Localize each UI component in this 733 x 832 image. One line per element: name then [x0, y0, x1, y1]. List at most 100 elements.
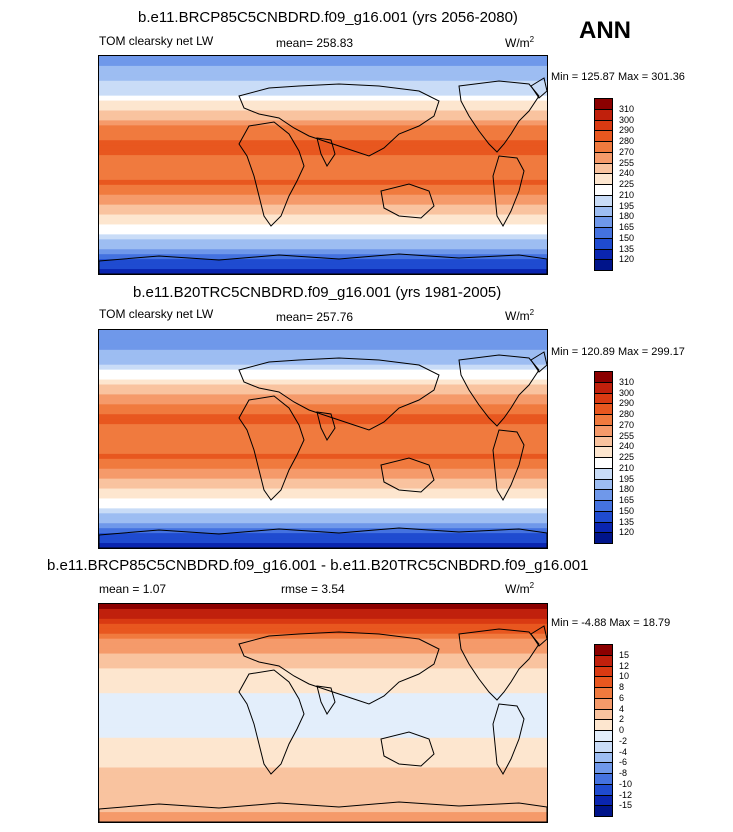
- map-band: [99, 817, 547, 822]
- panel-3-units: W/m2: [505, 581, 535, 597]
- map-band: [99, 747, 547, 754]
- map-band: [99, 354, 547, 361]
- map-band: [99, 608, 547, 615]
- map-band: [99, 344, 547, 351]
- map-band: [99, 334, 547, 341]
- map-band: [99, 732, 547, 739]
- coastline: [530, 77, 547, 99]
- coastline: [238, 83, 440, 157]
- colorbar-tick-label: 120: [619, 527, 635, 538]
- colorbar-tick-label: 0: [619, 725, 625, 735]
- coastline: [380, 731, 435, 767]
- map-band: [99, 369, 547, 376]
- map-band: [99, 468, 547, 475]
- panel-1-colorbar: 310 300 290 280 270 255 240 225 210 195 180 165 150 1…: [594, 98, 654, 271]
- map-band: [99, 543, 547, 548]
- colorbar-tick-label: 4: [619, 703, 625, 714]
- map-band: [99, 802, 547, 808]
- map-band: [99, 648, 547, 655]
- map-band: [99, 604, 547, 610]
- colorbar-tick-label: -4: [619, 746, 628, 757]
- colorbar-tick-label: 150: [619, 505, 635, 516]
- map-band: [99, 673, 547, 679]
- map-band: [99, 209, 547, 216]
- map-band: [99, 722, 547, 729]
- panel-2-mean-label: mean= 257.76: [276, 310, 354, 324]
- panel-2-minmax: Min = 120.89 Max = 299.17: [551, 346, 685, 358]
- colorbar-tick-label: 120: [619, 254, 635, 265]
- map-band: [99, 140, 547, 146]
- map-band: [99, 194, 547, 201]
- map-band: [99, 399, 547, 405]
- colorbar-tick-label: 195: [619, 473, 635, 484]
- colorbar-tick-label: 310: [619, 103, 635, 114]
- colorbar-tick-label: 225: [619, 179, 635, 189]
- panel-2-colorbar: 310 300 290 280 270 255 240 225 210 195 180 165 150 1…: [594, 371, 654, 544]
- map-band: [99, 150, 547, 156]
- map-band: [99, 498, 547, 505]
- map-band: [99, 727, 547, 734]
- map-band: [99, 812, 547, 818]
- map-band: [99, 777, 547, 783]
- colorbar-tick-label: 2: [619, 714, 625, 725]
- map-band: [99, 254, 547, 260]
- map-band: [99, 742, 547, 749]
- map-band: [99, 120, 547, 126]
- map-band: [99, 613, 547, 620]
- coastline: [238, 121, 305, 227]
- map-band: [99, 219, 547, 226]
- map-band: [99, 508, 547, 514]
- map-band: [99, 538, 547, 544]
- map-band: [99, 737, 547, 744]
- map-band: [99, 330, 547, 336]
- coastline: [99, 801, 547, 822]
- map-band: [99, 653, 547, 660]
- colorbar-tick-label: 150: [619, 232, 635, 243]
- map-band: [99, 787, 547, 793]
- map-band: [99, 443, 547, 450]
- map-band: [99, 533, 547, 539]
- coastline: [238, 357, 440, 431]
- colorbar-tick-label: 310: [619, 376, 635, 387]
- colorbar-tick-label: 195: [619, 200, 635, 211]
- panel-3-title: b.e11.BRCP85C5CNBDRD.f09_g16.001 - b.e11…: [47, 557, 589, 574]
- map-band: [99, 757, 547, 764]
- map-band: [99, 518, 547, 524]
- colorbar-tick-label: 240: [619, 441, 635, 452]
- map-band: [99, 165, 547, 171]
- map-band: [99, 708, 547, 714]
- map-band: [99, 224, 547, 231]
- colorbar-tick-label: 12: [619, 660, 630, 671]
- map-band: [99, 483, 547, 490]
- map-band: [99, 189, 547, 196]
- colorbar-tick-label: -6: [619, 757, 628, 768]
- panel-2-variable-label: TOM clearsky net LW: [99, 307, 214, 321]
- map-field: [99, 56, 547, 274]
- map-band: [99, 80, 547, 87]
- map-band: [99, 488, 547, 495]
- colorbar-tick-label: 290: [619, 125, 635, 136]
- colorbar-tick-label: 135: [619, 516, 635, 527]
- coastline: [238, 669, 305, 775]
- map-band: [99, 100, 547, 107]
- panel-1-mean-label: mean= 258.83: [276, 36, 354, 50]
- colorbar-tick-label: 240: [619, 168, 635, 179]
- map-band: [99, 698, 547, 704]
- map-field: [99, 330, 547, 548]
- colorbar-tick-label: -8: [619, 768, 628, 778]
- map-band: [99, 244, 547, 250]
- panel-3-mean-label: mean = 1.07: [99, 582, 167, 596]
- colorbar-tick-label: 210: [619, 189, 635, 200]
- map-band: [99, 717, 547, 724]
- coastline: [530, 625, 547, 647]
- map-band: [99, 797, 547, 803]
- map-band: [99, 169, 547, 176]
- map-band: [99, 523, 547, 529]
- colorbar-tick-label: -10: [619, 778, 633, 789]
- coastline: [99, 253, 547, 274]
- map-band: [99, 683, 547, 689]
- map-band: [99, 70, 547, 77]
- colorbar-tick-label: 180: [619, 484, 635, 495]
- panel-3-colorbar: 15 12 10 8 6 4 2 0 -2 -4 -6 -8 -10 -12 -15: [594, 644, 654, 817]
- coastline: [316, 137, 336, 167]
